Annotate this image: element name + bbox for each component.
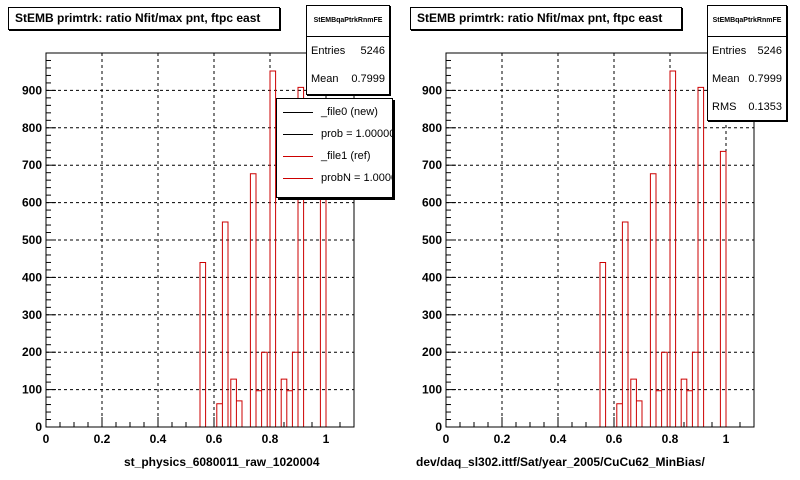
legend-label-file0: _file0 (new): [321, 106, 378, 118]
right-x-tick-label: 0.8: [662, 432, 679, 446]
left-x-axis-label: st_physics_6080011_raw_1020004: [124, 455, 320, 469]
right-stats-mean: Mean 0.7999: [708, 65, 786, 93]
right-histogram-panel: 0 0.2 0.4 0.6 0.8 1 0 100 200 300 400 500 600 700 800 9…: [400, 0, 800, 480]
legend-swatch-file0: [283, 112, 313, 113]
left-y-tick-label: 300: [22, 308, 42, 322]
legend-swatch-file1: [283, 156, 313, 157]
left-stats-title: StEMBqaPtrkRnmFE: [307, 6, 389, 37]
left-stats-mean-label: Mean: [311, 73, 339, 85]
right-plot-frame: [445, 52, 755, 428]
left-y-tick-label: 700: [22, 158, 42, 172]
right-stats-entries-value: 5246: [757, 45, 782, 57]
right-histogram-plot: 0 0.2 0.4 0.6 0.8 1 0 100 200 300 400 500 600 700 800 9…: [422, 52, 755, 446]
right-y-tick-label: 800: [422, 121, 442, 135]
right-histogram-bin: [670, 71, 676, 427]
right-x-tick-label: 0: [443, 432, 450, 446]
right-y-tick-label: 300: [422, 308, 442, 322]
left-y-tick-label: 100: [22, 383, 42, 397]
right-histogram-bin: [687, 391, 693, 427]
left-stats-mean-value: 0.7999: [351, 73, 385, 85]
right-stats-mean-label: Mean: [712, 73, 740, 85]
right-histogram-bin: [617, 404, 623, 427]
left-legend: _file0 (new) prob = 1.000000 _file1 (ref…: [276, 98, 393, 198]
right-stats-rms-value: 0.1353: [748, 101, 782, 113]
left-histogram-bin: [287, 391, 293, 427]
right-histogram-bin: [636, 401, 642, 427]
left-histogram-bin: [222, 222, 228, 427]
left-histogram-bin: [217, 404, 223, 427]
right-y-tick-label: 900: [422, 83, 442, 97]
right-x-tick-label: 1: [723, 432, 730, 446]
left-stats-entries: Entries 5246: [307, 37, 389, 65]
right-stats-entries-label: Entries: [712, 45, 747, 57]
left-histogram-bin: [270, 71, 276, 427]
left-x-tick-label: 0.6: [206, 432, 223, 446]
left-histogram-bin: [236, 401, 242, 427]
legend-label-file1: _file1 (ref): [321, 150, 371, 162]
left-x-tick-label: 0.2: [94, 432, 111, 446]
right-y-tick-label: 0: [435, 420, 442, 434]
right-histogram-bin: [681, 379, 687, 427]
left-histogram-bin: [256, 391, 262, 427]
right-stats-entries: Entries 5246: [708, 37, 786, 65]
left-histogram-bin: [281, 379, 287, 427]
right-y-tick-label: 400: [422, 270, 442, 284]
left-y-tick-label: 400: [22, 270, 42, 284]
left-y-tick-label: 0: [35, 420, 42, 434]
left-x-tick-label: 1: [323, 432, 330, 446]
left-stats-mean: Mean 0.7999: [307, 65, 389, 93]
legend-entry-prob: prob = 1.000000: [277, 123, 392, 145]
left-y-tick-label: 200: [22, 345, 42, 359]
left-histogram-bin: [250, 174, 256, 427]
left-y-tick-label: 600: [22, 196, 42, 210]
left-histogram-plot: 0 0.2 0.4 0.6 0.8 1 0 100 200 300 400 500 600 700 800 9…: [22, 52, 355, 446]
left-x-tick-label: 0: [43, 432, 50, 446]
left-plot-frame: [45, 52, 355, 428]
left-chart-title: StEMB primtrk: ratio Nfit/max pnt, ftpc …: [8, 7, 280, 30]
right-x-tick-label: 0.2: [494, 432, 511, 446]
left-histogram-panel: 0 0.2 0.4 0.6 0.8 1 0 100 200 300 400 500 600 700 800 9…: [8, 5, 393, 469]
left-stats-entries-value: 5246: [360, 45, 385, 57]
right-histogram-bin: [631, 379, 637, 427]
right-y-tick-label: 200: [422, 345, 442, 359]
right-histogram-outline: [446, 70, 754, 428]
right-histogram-bin: [720, 151, 726, 427]
left-y-tick-label: 900: [22, 83, 42, 97]
right-y-tick-label: 100: [422, 383, 442, 397]
right-histogram-bin: [650, 174, 656, 427]
legend-swatch-prob: [283, 134, 313, 135]
legend-entry-probn: probN = 1.000000: [277, 167, 392, 189]
left-x-tick-label: 0.8: [262, 432, 279, 446]
legend-entry-file0: _file0 (new): [277, 101, 392, 123]
legend-label-probn: probN = 1.000000: [321, 172, 392, 184]
right-y-tick-label: 600: [422, 196, 442, 210]
left-y-tick-label: 800: [22, 121, 42, 135]
right-x-tick-label: 0.4: [550, 432, 567, 446]
right-histogram-bin: [622, 222, 628, 427]
right-stats-rms: RMS 0.1353: [708, 93, 786, 121]
left-x-tick-label: 0.4: [150, 432, 167, 446]
right-chart-title: StEMB primtrk: ratio Nfit/max pnt, ftpc …: [410, 7, 682, 30]
right-histogram-bin: [600, 262, 606, 427]
left-stats-box: StEMBqaPtrkRnmFE Entries 5246 Mean 0.799…: [306, 5, 390, 95]
legend-entry-file1: _file1 (ref): [277, 145, 392, 167]
right-stats-title: StEMBqaPtrkRnmFE: [708, 6, 786, 37]
right-stats-mean-value: 0.7999: [748, 73, 782, 85]
legend-swatch-probn: [283, 178, 313, 179]
left-histogram-bin: [200, 262, 206, 427]
right-stats-box: StEMBqaPtrkRnmFE Entries 5246 Mean 0.799…: [707, 5, 787, 121]
left-histogram-bin: [231, 379, 237, 427]
left-stats-entries-label: Entries: [311, 45, 346, 57]
right-y-tick-label: 700: [422, 158, 442, 172]
left-y-tick-label: 500: [22, 233, 42, 247]
right-x-axis-label: dev/daq_sl302.ittf/Sat/year_2005/CuCu62_…: [416, 455, 705, 469]
right-histogram-bin: [656, 391, 662, 427]
legend-label-prob: prob = 1.000000: [321, 128, 392, 140]
right-histogram-bin: [698, 87, 704, 427]
right-x-tick-label: 0.6: [606, 432, 623, 446]
right-y-tick-label: 500: [422, 233, 442, 247]
right-stats-rms-label: RMS: [712, 101, 737, 113]
